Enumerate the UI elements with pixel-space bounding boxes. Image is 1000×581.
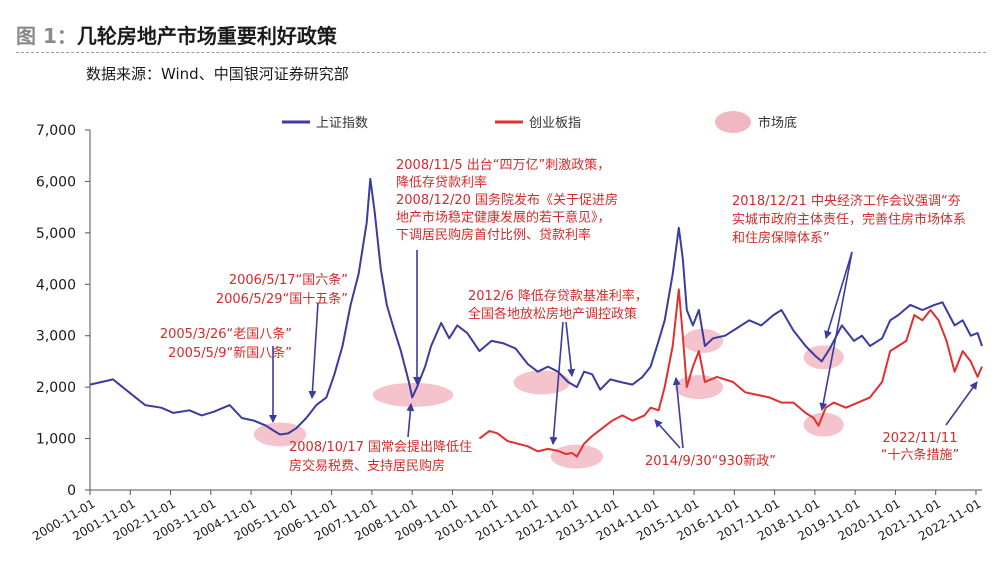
annotation-a2008a-line: 2008/11/5 出台“四万亿”刺激政策， [396, 157, 610, 173]
arrow-2012a [549, 321, 564, 445]
annotation-a2008a-line: 2008/12/20 国务院发布《关于促进房 [396, 192, 618, 208]
market-bottom-marker [513, 370, 570, 395]
annotation-a2022-line: “十六条措施” [881, 447, 959, 463]
market-bottom-marker [674, 375, 724, 400]
annotation-a2014-line: 2014/9/30“930新政” [645, 453, 776, 469]
annotation-a2018-line: 实城市政府主体责任，完善住房市场体系 [732, 212, 966, 228]
annotation-a2018-line: 2018/12/21 中央经济工作会议强调“夯 [732, 194, 961, 209]
figure-number: 图 1： [16, 24, 77, 48]
annotation-a2012-line: 全国各地放松房地产调控政策 [468, 306, 637, 322]
source-line: 数据来源：Wind、中国银河证券研究部 [86, 65, 349, 83]
arrow-2008b [406, 403, 415, 438]
arrow-2006 [308, 302, 319, 399]
arrow-2018b [819, 251, 853, 411]
legend-gem-label: 创业板指 [529, 116, 581, 131]
annotation-a2005-line: 2005/5/9“新国八条” [168, 345, 292, 361]
title-divider [16, 52, 986, 53]
y-tick-label: 6,000 [36, 174, 76, 190]
sse-line [89, 177, 983, 436]
figure-title-text: 几轮房地产市场重要利好政策 [76, 24, 337, 48]
annotation-a2008a-line: 地产市场稳定健康发展的若干意见》， [396, 210, 611, 226]
y-tick-label: 3,000 [36, 329, 76, 345]
market-bottom-marker [682, 328, 724, 353]
legend-sse-label: 上证指数 [316, 116, 368, 131]
annotation-a2008a-line: 降低存贷款利率 [396, 175, 487, 191]
y-tick-label: 2,000 [36, 380, 76, 396]
annotation-a2008b-line: 房交易税费、支持居民购房 [289, 458, 445, 474]
y-tick-label: 0 [67, 483, 76, 499]
legend-bottom-swatch [715, 111, 751, 133]
y-tick-label: 1,000 [36, 432, 76, 448]
annotation-a2008a-line: 下调居民购房首付比例、贷款利率 [396, 227, 591, 243]
y-tick-label: 5,000 [36, 226, 76, 242]
annotation-a2012-line: 2012/6 降低存贷款基准利率， [468, 288, 648, 304]
annotation-a2005-line: 2005/3/26“老国八条” [160, 326, 292, 342]
annotation-a2008b-line: 2008/10/17 国常会提出降低住 [289, 439, 472, 455]
arrow-2022 [945, 381, 978, 426]
annotation-a2006-line: 2006/5/29“国十五条” [216, 291, 348, 307]
arrow-2012b [565, 321, 576, 377]
arrow-2014a [654, 419, 681, 449]
annotation-a2018-line: 和住房保障体系” [732, 230, 830, 246]
arrow-2014b [672, 377, 684, 449]
arrow-2018a [824, 251, 853, 339]
legend-bottom-label: 市场底 [758, 115, 797, 131]
y-tick-label: 7,000 [36, 123, 76, 139]
annotation-a2022-line: 2022/11/11 [883, 431, 958, 446]
gem-line [478, 288, 983, 458]
y-tick-label: 4,000 [36, 277, 76, 293]
figure-title: 图 1：几轮房地产市场重要利好政策 [16, 20, 337, 49]
annotation-a2006-line: 2006/5/17“国六条” [229, 272, 348, 288]
